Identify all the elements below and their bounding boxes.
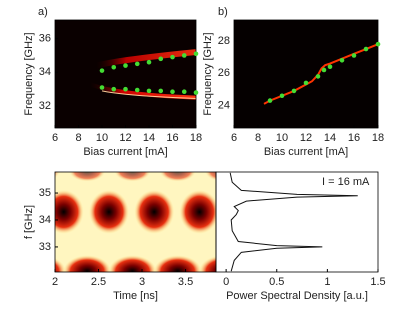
data-point [99, 68, 105, 73]
map-blob [198, 255, 216, 272]
x-tick-label: 6 [52, 132, 58, 144]
x-tick-label: 0 [223, 276, 229, 288]
data-point [181, 89, 187, 95]
map-blob [204, 172, 216, 181]
annotation: a) [38, 6, 48, 18]
data-point [158, 88, 164, 94]
spectrogram-branch [95, 49, 197, 69]
data-point [123, 86, 128, 92]
data-point [327, 64, 333, 70]
x-tick-label: 8 [75, 132, 81, 144]
map-blob [55, 172, 60, 179]
y-tick-label: 34 [39, 66, 51, 78]
data-point [146, 59, 152, 65]
data-point [170, 89, 175, 95]
data-point [363, 46, 369, 52]
y-tick-label: 32 [39, 100, 51, 112]
x-tick-label: 16 [348, 132, 360, 144]
x-axis-label: Bias current [mA] [264, 146, 348, 158]
x-tick-label: 2 [52, 276, 58, 288]
x-tick-label: 1 [324, 276, 330, 288]
data-point [303, 80, 309, 86]
data-point [315, 74, 321, 79]
y-axis-label: Frequency [GHz] [23, 32, 35, 115]
data-point [193, 51, 199, 57]
data-point [279, 93, 285, 99]
x-tick-label: 10 [96, 132, 108, 144]
y-axis-label: f [GHz] [23, 205, 35, 239]
x-tick-label: 6 [231, 132, 237, 144]
y-tick-label: 26 [218, 67, 230, 79]
x-tick-label: 18 [190, 132, 202, 144]
map-blob [114, 172, 151, 182]
x-tick-label: 0.5 [269, 276, 284, 288]
y-tick-label: 35 [39, 187, 51, 199]
map-blob [179, 189, 216, 234]
spectrogram-bg [55, 20, 196, 128]
y-tick-label: 33 [39, 241, 51, 253]
plot-frame [215, 171, 379, 273]
x-axis-label: Bias current [mA] [83, 146, 167, 158]
map-blob [63, 255, 112, 272]
x-tick-label: 18 [372, 132, 384, 144]
x-tick-label: 12 [300, 132, 312, 144]
data-point [158, 56, 164, 62]
data-point [351, 53, 357, 58]
map-blob [153, 255, 202, 272]
y-tick-label: 28 [218, 35, 230, 47]
spectrogram-bg [234, 20, 378, 128]
data-point [99, 85, 105, 90]
data-point [134, 87, 140, 93]
x-tick-label: 3 [139, 276, 145, 288]
data-point [111, 86, 117, 92]
y-axis-label: Frequency [GHz] [202, 32, 214, 115]
x-tick-label: 16 [166, 132, 178, 144]
map-blob [225, 190, 265, 234]
annotation: I = 16 mA [322, 176, 370, 188]
spectrogram-branch [101, 90, 197, 99]
data-point [375, 41, 381, 47]
annotation: b) [218, 6, 228, 18]
data-point [193, 90, 199, 95]
x-tick-label: 10 [276, 132, 288, 144]
data-point [181, 53, 187, 58]
data-point [170, 54, 175, 60]
map-blob [69, 172, 106, 182]
x-tick-label: 14 [324, 132, 336, 144]
data-point [123, 63, 128, 68]
x-tick-label: 12 [119, 132, 131, 144]
map-blob [108, 255, 157, 272]
map-blob [134, 189, 175, 234]
data-point [267, 98, 273, 103]
x-tick-label: 8 [255, 132, 261, 144]
map-blob [88, 189, 129, 234]
data-point [339, 57, 345, 63]
spectrogram-branch [89, 82, 197, 100]
map-blob [55, 257, 66, 272]
x-axis-label: Power Spectral Density [a.u.] [226, 290, 368, 302]
data-point [291, 88, 297, 94]
data-point [111, 64, 117, 70]
y-tick-label: 34 [39, 214, 51, 226]
x-tick-label: 2.5 [91, 276, 106, 288]
x-tick-label: 1.5 [370, 276, 385, 288]
psd-line [229, 172, 358, 272]
x-tick-label: 3.5 [178, 276, 193, 288]
data-point [134, 61, 140, 67]
data-point [146, 88, 152, 94]
map [55, 172, 265, 272]
y-tick-label: 24 [218, 99, 230, 111]
x-tick-label: 14 [143, 132, 155, 144]
map-blob [55, 189, 84, 234]
y-tick-label: 36 [39, 32, 51, 44]
x-axis-label: Time [ns] [113, 290, 158, 302]
data-point [321, 67, 327, 73]
map-blob [159, 172, 196, 182]
